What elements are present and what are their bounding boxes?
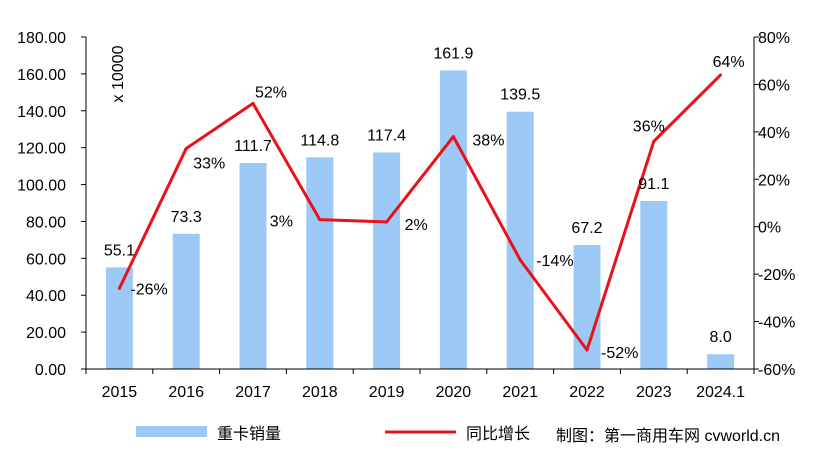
x-tick-label: 2021 — [502, 384, 538, 401]
line-point-2019 — [385, 220, 389, 224]
right-tick-label: 80% — [758, 30, 790, 47]
left-tick-label: 160.00 — [17, 67, 66, 84]
line-point-2016 — [184, 146, 188, 150]
bar-label-2015: 55.1 — [104, 242, 135, 259]
line-label-2016: 33% — [193, 155, 225, 172]
left-tick-label: 140.00 — [17, 104, 66, 121]
right-tick-label: 40% — [758, 125, 790, 142]
bar-2020 — [439, 70, 467, 369]
legend-bar-swatch — [136, 426, 207, 437]
bar-label-2019: 117.4 — [367, 127, 406, 144]
x-tick-label: 2016 — [168, 384, 204, 401]
line-label-2017: 52% — [255, 84, 287, 101]
line-label-2020: 38% — [472, 133, 504, 150]
bar-2019 — [373, 152, 401, 369]
left-tick-label: 40.00 — [26, 288, 66, 305]
right-tick-label: 60% — [758, 77, 790, 94]
axes-layer: 0.00 20.00 40.00 60.00 80.00 100.00 120.00 140.… — [17, 30, 795, 401]
line-point-2022 — [585, 348, 589, 352]
right-tick-label: -20% — [758, 267, 795, 284]
x-tick-label: 2018 — [302, 384, 338, 401]
line-series-path — [118, 73, 722, 352]
line-point-2015 — [117, 286, 121, 290]
line-label-2021: -14% — [536, 253, 573, 270]
bar-label-2018: 114.8 — [300, 132, 339, 149]
chart-credit: 制图：第一商用车网 cvworld.cn — [556, 427, 780, 445]
line-label-2022: -52% — [601, 345, 638, 362]
bar-label-2017: 111.7 — [234, 138, 272, 155]
line-label-2019: 2% — [405, 217, 428, 234]
line-label-2018: 3% — [270, 214, 293, 231]
bar-label-2023: 91.1 — [638, 176, 669, 193]
line-point-2024.1 — [719, 73, 723, 77]
right-tick-label: 20% — [758, 172, 790, 189]
left-tick-label: 120.00 — [17, 141, 66, 158]
legend-bar-label: 重卡销量 — [217, 425, 281, 443]
bar-label-2021: 139.5 — [500, 87, 540, 104]
left-tick-label: 180.00 — [17, 30, 66, 47]
bar-label-2022: 67.2 — [571, 220, 602, 237]
bar-label-2020: 161.9 — [433, 45, 473, 62]
right-tick-label: -60% — [758, 362, 795, 379]
left-axis-unit-label: x 10000 — [110, 45, 127, 102]
bar-label-2024.1: 8.0 — [709, 329, 731, 346]
bar-2018 — [306, 157, 334, 369]
x-tick-label: 2023 — [636, 384, 672, 401]
left-tick-label: 20.00 — [26, 325, 66, 342]
x-tick-label: 2019 — [369, 384, 405, 401]
line-point-2021 — [518, 258, 522, 262]
line-point-2023 — [652, 139, 656, 143]
bar-2016 — [172, 233, 200, 369]
line-series-layer — [117, 73, 723, 352]
bar-2023 — [640, 200, 668, 369]
legend: 重卡销量 同比增长 — [136, 425, 530, 443]
bar-2024.1 — [707, 354, 735, 369]
left-tick-label: 0.00 — [35, 362, 66, 379]
bar-2017 — [239, 162, 267, 369]
data-labels-layer: 55.1 73.3 111.7 114.8 117.4 161.9 139.5 67.2 91.… — [104, 45, 745, 362]
bar-2015 — [105, 267, 133, 369]
left-tick-label: 100.00 — [17, 178, 66, 195]
right-tick-label: 0% — [758, 220, 781, 237]
x-tick-label: 2020 — [436, 384, 472, 401]
line-label-2023: 36% — [633, 118, 665, 135]
left-tick-label: 80.00 — [26, 214, 66, 231]
right-tick-label: -40% — [758, 315, 795, 332]
legend-line-label: 同比增长 — [466, 425, 530, 443]
bar-label-2016: 73.3 — [171, 209, 202, 226]
x-tick-label: 2017 — [235, 384, 271, 401]
line-label-2015: -26% — [130, 281, 167, 298]
left-tick-label: 60.00 — [26, 251, 66, 268]
line-label-2024.1: 64% — [713, 54, 745, 71]
x-tick-label: 2015 — [102, 384, 138, 401]
line-point-2017 — [251, 101, 255, 105]
line-point-2018 — [318, 218, 322, 222]
line-point-2020 — [451, 135, 455, 139]
x-tick-label: 2022 — [569, 384, 605, 401]
x-tick-label: 2024.1 — [696, 384, 745, 401]
